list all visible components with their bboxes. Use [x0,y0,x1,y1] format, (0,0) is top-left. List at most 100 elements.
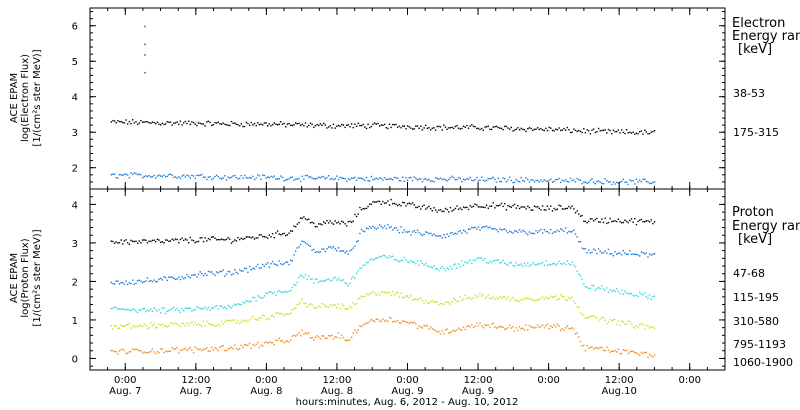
data-point [267,237,269,239]
data-point [281,340,284,342]
data-point [214,325,216,327]
data-point [400,127,402,129]
data-point [151,325,154,327]
data-point [248,236,251,238]
data-point [583,220,585,222]
data-point [183,310,185,312]
data-point [471,124,473,126]
data-point [248,265,251,268]
data-point [318,305,320,307]
data-point [163,276,165,278]
xtick-time-label: 0:00 [396,375,418,386]
data-point [425,262,427,265]
data-point [449,127,452,129]
data-point [255,177,257,179]
data-point [257,174,259,176]
data-point [395,320,397,323]
data-point [189,346,191,349]
data-point [267,262,269,264]
data-point [171,307,173,310]
data-point [616,130,618,133]
data-point [135,240,137,242]
data-point [609,253,611,255]
data-point [168,174,170,176]
data-point [179,238,182,241]
data-point [543,298,545,300]
data-point [378,320,381,322]
data-point [252,124,254,126]
data-point [160,312,162,314]
data-point [308,332,310,334]
data-point [135,121,137,123]
data-point [135,172,137,175]
data-point [464,230,466,233]
data-point [619,352,621,355]
data-point [191,321,193,323]
data-point [545,127,547,130]
data-point [189,277,191,279]
data-point [652,326,654,328]
data-point [538,207,540,210]
data-point [357,329,359,331]
panel-frame-proton [89,188,726,371]
data-point [436,177,438,180]
data-point [291,230,294,232]
data-point [459,207,461,209]
data-point [441,178,443,181]
data-point [382,124,384,126]
data-point [592,220,595,222]
data-point [405,295,407,297]
series-electron-175-315 [110,172,656,186]
data-point [318,124,320,127]
data-point [566,232,568,234]
data-point [397,291,399,293]
data-point [140,350,142,352]
data-point [369,126,371,129]
data-point [314,178,317,180]
data-point [176,323,178,325]
data-point [270,341,272,344]
data-point [260,178,262,180]
data-point [265,292,267,294]
data-point [635,223,638,226]
data-point [425,299,427,302]
data-point [627,352,629,355]
data-point [588,130,590,132]
data-point [354,303,356,306]
data-point [644,328,646,330]
data-point [525,324,527,326]
data-point [523,129,526,131]
data-point [184,276,187,279]
data-point [145,239,147,241]
electron-legend-header-3: [keV] [738,42,772,57]
data-point [617,320,619,323]
data-point [644,221,646,223]
data-point [479,229,481,231]
data-point [229,271,231,273]
data-point [110,281,112,284]
data-point [326,177,328,179]
data-point [347,220,349,223]
data-point [319,251,322,253]
data-point [383,320,386,322]
data-point [112,350,114,352]
data-point [502,205,504,208]
data-point [604,129,606,131]
data-point [523,297,526,300]
electron-ytick-label: 5 [72,57,78,68]
data-point [206,274,208,276]
data-point [581,313,583,316]
data-point [291,286,294,289]
data-point [288,263,290,266]
data-point [497,231,499,233]
data-point [421,299,424,302]
data-point [650,182,652,185]
data-point [393,320,396,323]
data-point [602,183,605,185]
data-point [133,349,135,351]
data-point [262,314,264,316]
data-point [136,173,139,176]
data-point [573,229,575,231]
data-point [173,239,175,241]
data-point [438,269,440,272]
